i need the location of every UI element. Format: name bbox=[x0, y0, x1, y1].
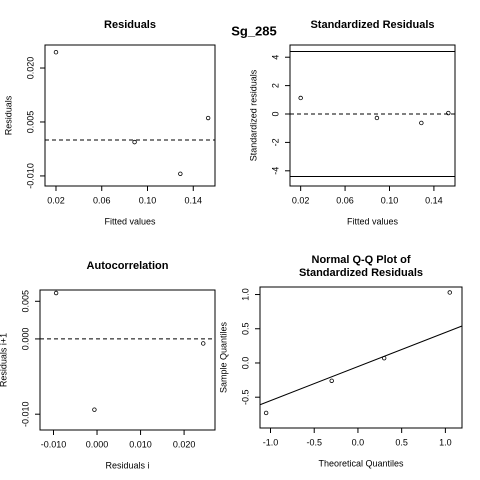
y-axis-label: Residuals i+1 bbox=[0, 333, 8, 387]
x-axis-label: Fitted values bbox=[104, 216, 156, 226]
y-tick-label: 0.005 bbox=[20, 290, 30, 313]
y-tick-label: -0.010 bbox=[20, 401, 30, 427]
y-tick-label: 2 bbox=[270, 83, 280, 88]
x-tick-label: 0.10 bbox=[139, 195, 157, 205]
y-tick-label: 4 bbox=[270, 55, 280, 60]
panel-title: Autocorrelation bbox=[87, 260, 169, 272]
point bbox=[329, 378, 334, 383]
y-tick-label: 0.5 bbox=[240, 322, 250, 335]
point bbox=[92, 407, 97, 412]
x-tick-label: 0.02 bbox=[47, 195, 65, 205]
y-tick-label: -0.010 bbox=[25, 163, 35, 189]
panel-title: Standardized Residuals bbox=[310, 19, 434, 31]
x-axis-label: Fitted values bbox=[347, 216, 399, 226]
y-tick-label: 0.0 bbox=[240, 357, 250, 370]
y-axis-label: Residuals bbox=[3, 95, 13, 135]
x-tick-label: 0.10 bbox=[381, 195, 399, 205]
x-tick-label: 0.14 bbox=[184, 195, 202, 205]
point bbox=[132, 139, 137, 145]
qq-line bbox=[259, 325, 463, 406]
y-axis-label: Sample Quantiles bbox=[218, 321, 228, 393]
point bbox=[205, 115, 211, 121]
panel-title: Residuals bbox=[104, 19, 156, 31]
x-tick-label: 0.06 bbox=[93, 195, 111, 205]
x-tick-label: 0.5 bbox=[395, 437, 408, 447]
x-tick-label: 0.000 bbox=[86, 439, 109, 449]
point bbox=[263, 410, 269, 416]
x-tick-label: 1.0 bbox=[439, 437, 452, 447]
plot-frame bbox=[289, 44, 456, 187]
y-tick-label: -4 bbox=[270, 167, 280, 175]
main-title: Sg_285 bbox=[231, 23, 277, 38]
y-tick-label: 1.0 bbox=[240, 288, 250, 301]
x-tick-label: 0.020 bbox=[173, 439, 196, 449]
point bbox=[178, 171, 183, 176]
plot-frame bbox=[44, 44, 216, 187]
point bbox=[53, 290, 59, 296]
x-tick-label: 0.06 bbox=[336, 195, 354, 205]
point bbox=[419, 120, 424, 126]
x-tick-label: -1.0 bbox=[263, 437, 279, 447]
y-axis-label: Standardized residuals bbox=[248, 69, 258, 161]
x-tick-label: 0.0 bbox=[352, 437, 365, 447]
x-tick-label: 0.010 bbox=[129, 439, 152, 449]
y-tick-label: -0.5 bbox=[240, 389, 250, 405]
y-tick-label: -2 bbox=[270, 138, 280, 146]
point bbox=[374, 115, 380, 121]
plot-frame bbox=[39, 289, 216, 431]
y-tick-label: 0 bbox=[270, 112, 280, 117]
x-tick-label: -0.5 bbox=[306, 437, 322, 447]
point bbox=[298, 95, 303, 101]
x-axis-label: Residuals i bbox=[105, 460, 149, 470]
point bbox=[446, 110, 451, 116]
point bbox=[447, 290, 452, 295]
y-tick-label: 0.005 bbox=[25, 111, 35, 134]
point bbox=[201, 341, 206, 346]
x-tick-label: 0.14 bbox=[425, 195, 443, 205]
y-tick-label: 0.000 bbox=[20, 328, 30, 351]
panel-title: Standardized Residuals bbox=[299, 267, 423, 279]
x-tick-label: 0.02 bbox=[292, 195, 310, 205]
x-tick-label: -0.010 bbox=[41, 439, 67, 449]
y-tick-label: 0.020 bbox=[25, 57, 35, 80]
point bbox=[381, 355, 387, 361]
point bbox=[53, 49, 59, 55]
plot-frame bbox=[259, 286, 463, 429]
panel-title: Normal Q-Q Plot of bbox=[312, 254, 411, 266]
x-axis-label: Theoretical Quantiles bbox=[318, 458, 404, 468]
